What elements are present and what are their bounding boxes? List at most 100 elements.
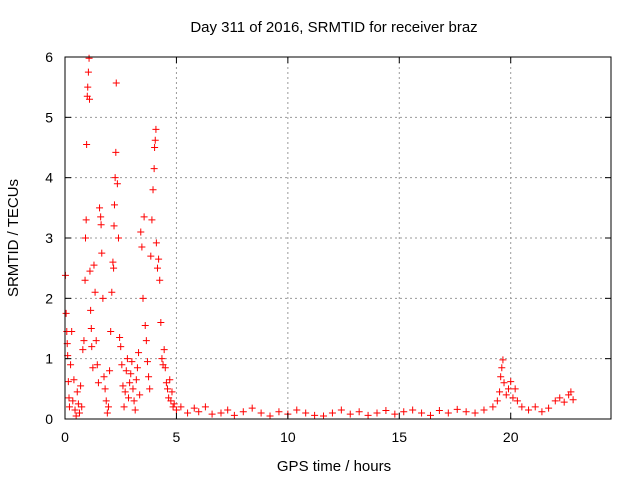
data-point xyxy=(96,204,104,212)
data-point xyxy=(80,337,88,345)
data-point xyxy=(82,234,90,242)
data-point xyxy=(141,321,149,329)
data-point xyxy=(73,388,81,396)
data-point xyxy=(400,408,408,416)
data-point xyxy=(560,398,568,406)
data-point xyxy=(162,379,170,387)
data-point xyxy=(502,391,510,399)
data-point xyxy=(110,222,118,230)
data-point xyxy=(75,409,83,417)
data-point xyxy=(102,397,110,405)
data-point xyxy=(133,364,141,372)
data-point xyxy=(98,249,106,257)
data-point xyxy=(337,406,345,414)
data-point xyxy=(97,221,105,229)
data-point xyxy=(167,397,175,405)
data-point xyxy=(72,412,80,420)
data-point xyxy=(132,376,140,384)
data-point xyxy=(127,370,135,378)
data-point xyxy=(509,394,517,402)
y-tick-label: 2 xyxy=(45,290,53,306)
data-point xyxy=(551,397,559,405)
data-point xyxy=(128,358,136,366)
data-point xyxy=(531,403,539,411)
data-point xyxy=(275,408,283,416)
data-point xyxy=(120,403,128,411)
data-point xyxy=(78,403,86,411)
data-point xyxy=(77,382,85,390)
data-point xyxy=(110,264,118,272)
data-point xyxy=(266,412,274,420)
data-point xyxy=(108,288,116,296)
y-tick-label: 1 xyxy=(45,351,53,367)
data-point xyxy=(373,409,381,417)
data-point xyxy=(453,405,461,413)
data-point xyxy=(382,407,390,415)
data-point xyxy=(97,213,105,221)
data-point xyxy=(136,391,144,399)
data-point xyxy=(545,404,553,412)
data-point xyxy=(170,400,178,408)
data-point xyxy=(107,328,115,336)
x-axis-title: GPS time / hours xyxy=(277,458,391,475)
x-tick-label: 20 xyxy=(503,429,519,445)
data-point xyxy=(157,318,165,326)
data-point xyxy=(496,388,504,396)
data-point xyxy=(444,409,452,417)
data-point xyxy=(64,378,72,386)
y-tick-label: 4 xyxy=(45,170,53,186)
data-point xyxy=(92,337,100,345)
data-point xyxy=(499,356,507,364)
data-point xyxy=(471,409,479,417)
data-point xyxy=(493,397,501,405)
data-point xyxy=(172,406,180,414)
data-point xyxy=(504,385,512,393)
data-point xyxy=(190,404,198,412)
axis-ticks xyxy=(64,56,611,420)
data-point xyxy=(497,373,505,381)
data-point xyxy=(71,406,79,414)
data-point xyxy=(320,412,328,420)
data-point xyxy=(109,258,117,266)
data-point xyxy=(224,406,232,414)
data-point xyxy=(153,264,161,272)
data-point xyxy=(302,409,310,417)
y-axis-title: SRMTID / TECUs xyxy=(5,179,22,297)
data-points xyxy=(61,54,577,420)
data-point xyxy=(248,404,256,412)
data-point xyxy=(143,358,151,366)
data-point xyxy=(139,294,147,302)
data-point xyxy=(79,346,87,354)
grid-lines xyxy=(65,57,611,419)
data-point xyxy=(84,83,92,91)
data-point xyxy=(364,411,372,419)
data-point xyxy=(88,343,96,351)
data-point xyxy=(110,201,118,209)
data-point xyxy=(391,410,399,418)
data-point xyxy=(498,364,506,372)
data-point xyxy=(70,376,78,384)
data-point xyxy=(311,411,319,419)
data-point xyxy=(91,288,99,296)
data-point xyxy=(84,68,92,76)
data-point xyxy=(74,400,82,408)
data-point xyxy=(435,407,443,415)
data-point xyxy=(65,403,73,411)
data-point xyxy=(293,406,301,414)
data-point xyxy=(152,125,160,133)
data-point xyxy=(104,403,112,411)
data-point xyxy=(150,165,158,173)
data-point xyxy=(112,148,120,156)
data-point xyxy=(112,79,120,87)
data-point xyxy=(86,95,94,103)
data-point xyxy=(67,361,75,369)
data-point xyxy=(111,174,119,182)
data-point xyxy=(146,385,154,393)
data-point xyxy=(513,397,521,405)
data-point xyxy=(195,408,203,416)
data-point xyxy=(166,376,174,384)
data-point xyxy=(147,252,155,260)
data-point xyxy=(328,409,336,417)
data-point xyxy=(556,394,564,402)
